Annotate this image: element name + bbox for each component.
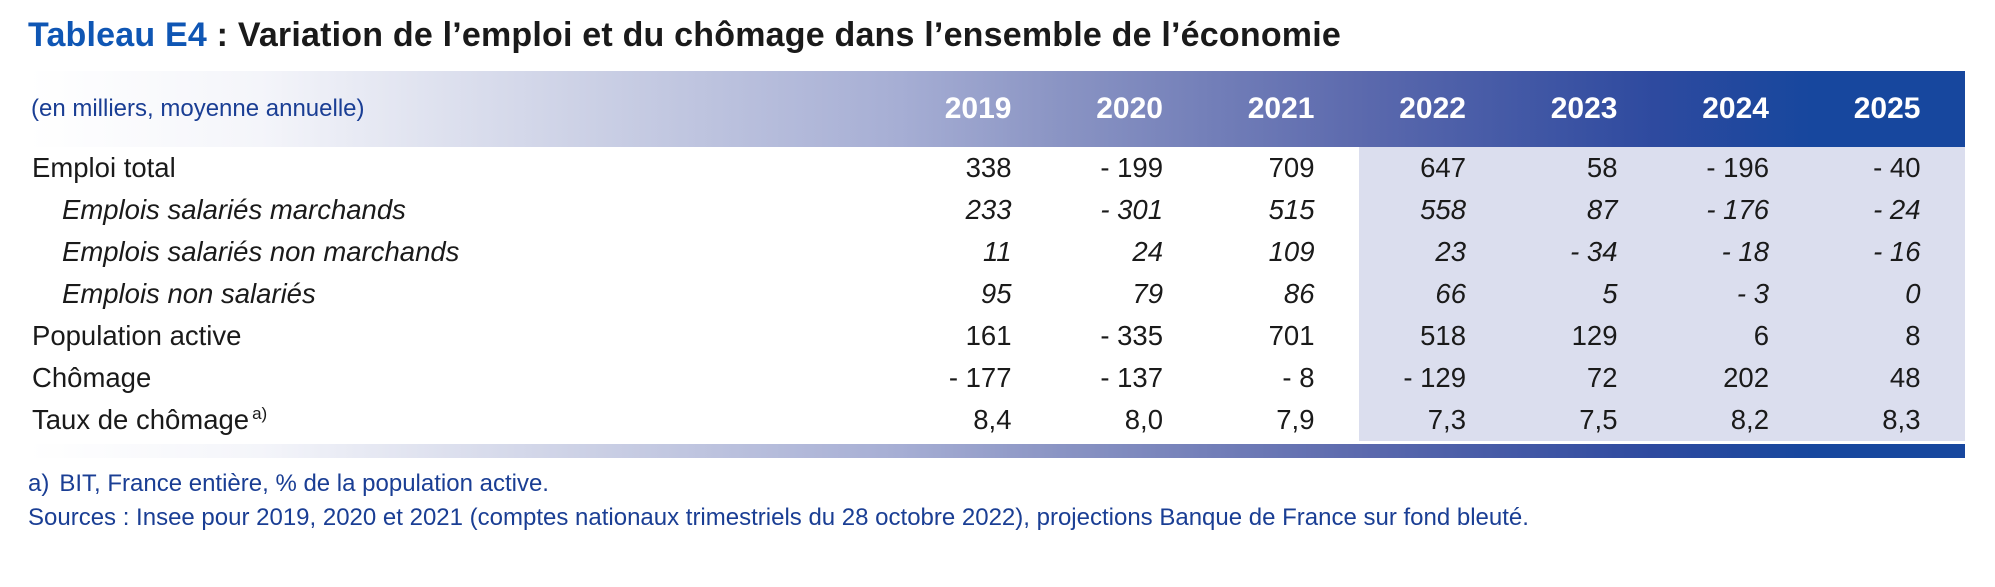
- table-cell: 24: [1132, 236, 1163, 267]
- table-cell-projection: 8,3: [1813, 399, 1965, 441]
- table-cell-projection: 8: [1813, 315, 1965, 357]
- table-cell-projection: - 40: [1813, 147, 1965, 189]
- table-cell: 515: [1268, 194, 1315, 225]
- table-cell-projection: 23: [1358, 231, 1510, 273]
- table-header-row: (en milliers, moyenne annuelle) 2019 202…: [28, 71, 1965, 147]
- table-cell-projection: 5: [1510, 273, 1662, 315]
- table-row-salaries-non-marchands: Emplois salariés non marchands 11 24 109…: [28, 231, 1965, 273]
- footnote-reference: a): [252, 403, 268, 423]
- year-header-2021: 2021: [1247, 92, 1315, 125]
- row-label: Taux de chômage a): [28, 404, 904, 436]
- table-row-salaries-marchands: Emplois salariés marchands 233 - 301 515…: [28, 189, 1965, 231]
- page-title: Tableau E4 : Variation de l’emploi et du…: [28, 16, 1995, 55]
- table-cell-projection: - 129: [1358, 357, 1510, 399]
- table-cell-projection: 6: [1661, 315, 1813, 357]
- table-row-chomage: Chômage - 177 - 137 - 8 - 129 72 202 48: [28, 357, 1965, 399]
- table-row-taux-chomage: Taux de chômage a) 8,4 8,0 7,9 7,3 7,5 8,…: [28, 399, 1965, 441]
- table-cell-projection: 0: [1813, 273, 1965, 315]
- table-cell-projection: 7,5: [1510, 399, 1662, 441]
- table-cell-projection: 58: [1510, 147, 1662, 189]
- table-cell: 233: [965, 194, 1012, 225]
- table-row-population-active: Population active 161 - 335 701 518 129 …: [28, 315, 1965, 357]
- table-cell-projection: - 34: [1510, 231, 1662, 273]
- year-header-2020: 2020: [1096, 92, 1163, 125]
- table-cell-projection: 202: [1661, 357, 1813, 399]
- table-cell-projection: 72: [1510, 357, 1662, 399]
- table-cell-projection: - 16: [1813, 231, 1965, 273]
- table-cell: 161: [965, 320, 1012, 351]
- table-cell-projection: - 176: [1661, 189, 1813, 231]
- row-label: Emploi total: [32, 152, 176, 183]
- row-label: Emplois non salariés: [62, 278, 316, 309]
- table-number: Tableau E4: [28, 16, 207, 54]
- table-cell-projection: - 24: [1813, 189, 1965, 231]
- footnote-text: BIT, France entière, % de la population …: [59, 470, 549, 497]
- table-cell-projection: - 196: [1661, 147, 1813, 189]
- table-cell-projection: 66: [1358, 273, 1510, 315]
- table-cell: - 335: [1100, 320, 1163, 351]
- table-cell: 109: [1268, 236, 1315, 267]
- table-cell-projection: 7,3: [1358, 399, 1510, 441]
- table-cell: 7,9: [1276, 404, 1315, 435]
- table-cell: 95: [980, 278, 1012, 309]
- table-body: Emploi total 338 - 199 709 647 58 - 196 …: [28, 147, 1965, 441]
- row-label: Emplois salariés non marchands: [62, 236, 460, 267]
- year-header-2022: 2022: [1399, 92, 1466, 125]
- table-cell-projection: 48: [1813, 357, 1965, 399]
- row-label: Emplois salariés marchands: [62, 194, 406, 225]
- table-cell: - 301: [1100, 194, 1163, 225]
- table-cell: 79: [1132, 278, 1163, 309]
- sources-line: Sources : Insee pour 2019, 2020 et 2021 …: [28, 504, 1529, 531]
- row-label: Population active: [32, 320, 242, 351]
- table-cell-projection: - 3: [1661, 273, 1813, 315]
- table-cell: - 8: [1282, 362, 1315, 393]
- table-cell-projection: 8,2: [1661, 399, 1813, 441]
- footnote-a: a) BIT, France entière, % de la populatio…: [28, 470, 1995, 498]
- table-row-emploi-total: Emploi total 338 - 199 709 647 58 - 196 …: [28, 147, 1965, 189]
- table-row-non-salaries: Emplois non salariés 95 79 86 66 5 - 3 0: [28, 273, 1965, 315]
- table-notes: a) BIT, France entière, % de la populatio…: [28, 470, 1995, 532]
- table-cell: 338: [965, 152, 1012, 183]
- table-cell: - 177: [948, 362, 1012, 393]
- year-header-2019: 2019: [944, 92, 1012, 125]
- table-cell: 709: [1268, 152, 1315, 183]
- row-label: Chômage: [32, 362, 152, 393]
- table-cell: - 199: [1100, 152, 1163, 183]
- employment-table: (en milliers, moyenne annuelle) 2019 202…: [28, 71, 1965, 458]
- table-cell-projection: 647: [1358, 147, 1510, 189]
- table-cell-projection: 558: [1358, 189, 1510, 231]
- table-cell-projection: - 18: [1661, 231, 1813, 273]
- table-cell-projection: 518: [1358, 315, 1510, 357]
- table-cell-projection: 87: [1510, 189, 1662, 231]
- year-header-2024: 2024: [1702, 92, 1769, 125]
- table-cell: 8,4: [973, 404, 1012, 435]
- footnote-marker: a): [28, 470, 50, 497]
- table-bottom-bar: [28, 444, 1965, 458]
- table-cell-projection: 129: [1510, 315, 1662, 357]
- table-cell: 8,0: [1124, 404, 1163, 435]
- table-cell: 86: [1283, 278, 1315, 309]
- year-header-2023: 2023: [1550, 92, 1618, 125]
- unit-label: (en milliers, moyenne annuelle): [31, 95, 365, 122]
- table-title-text: : Variation de l’emploi et du chômage da…: [207, 16, 1341, 54]
- year-header-2025: 2025: [1853, 92, 1921, 125]
- table-cell: 11: [982, 236, 1012, 267]
- table-cell: 701: [1268, 320, 1315, 351]
- row-label-text: Taux de chômage: [32, 404, 250, 435]
- table-cell: - 137: [1100, 362, 1163, 393]
